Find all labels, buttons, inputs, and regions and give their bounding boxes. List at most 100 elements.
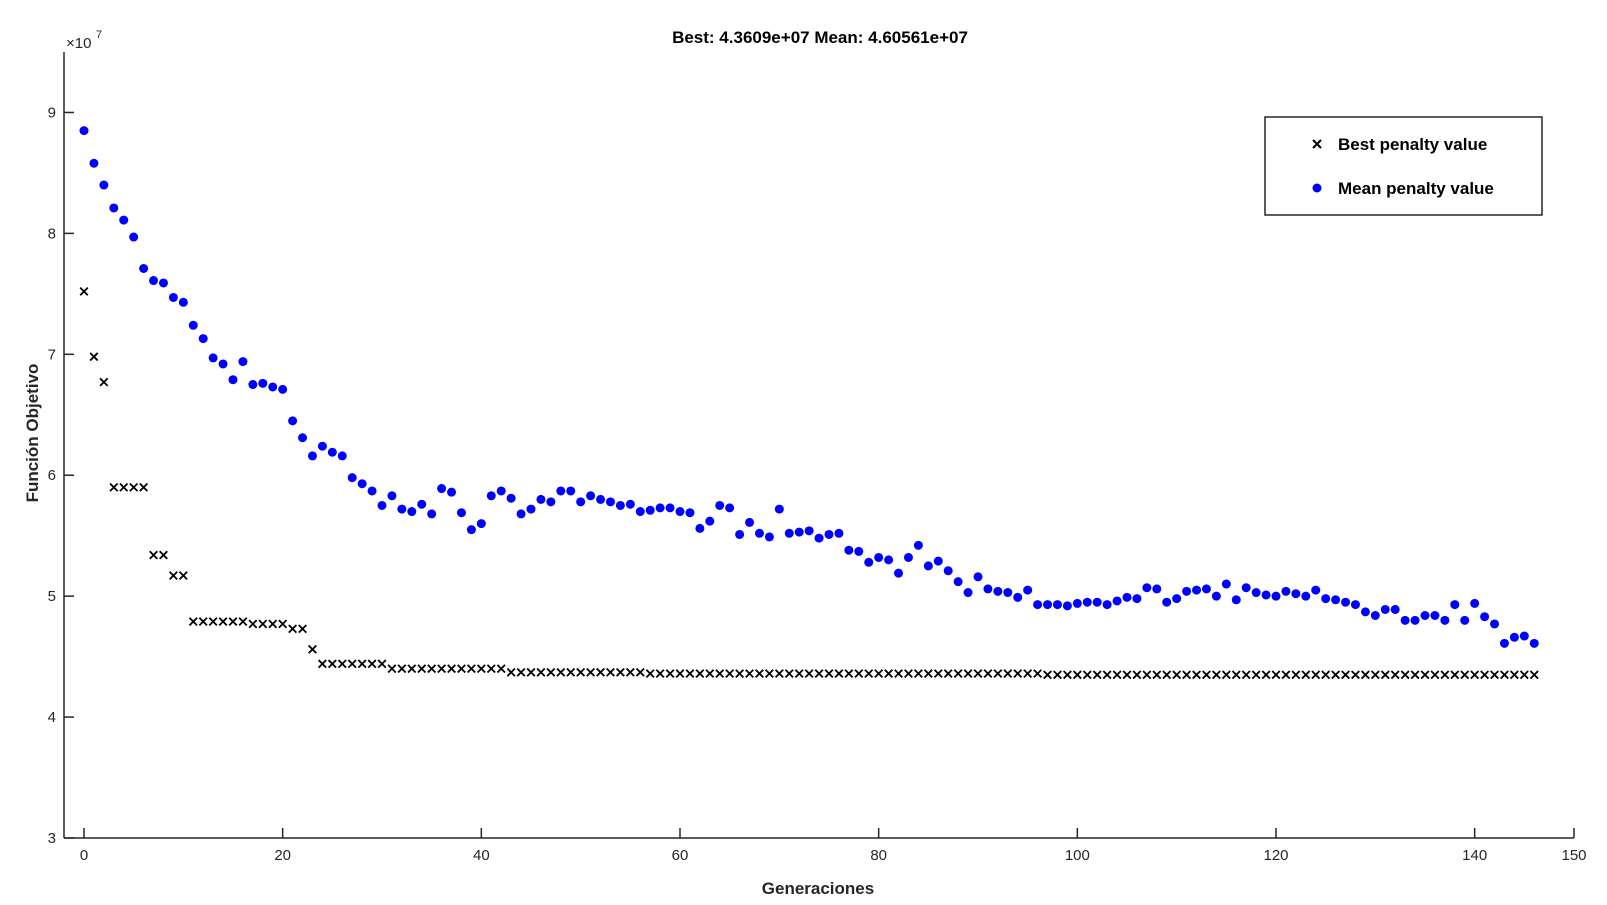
best-point <box>854 669 864 678</box>
mean-point <box>625 499 635 509</box>
best-point <box>1132 670 1142 680</box>
best-point <box>1311 670 1321 680</box>
best-point <box>1122 670 1132 680</box>
best-point <box>804 669 814 678</box>
best-point <box>794 669 804 678</box>
mean-point <box>1321 594 1331 604</box>
best-point <box>685 669 695 678</box>
mean-point <box>605 497 615 507</box>
best-point <box>844 669 854 678</box>
best-point <box>526 667 536 677</box>
best-point <box>516 667 526 677</box>
mean-point <box>218 359 228 369</box>
best-point <box>1162 670 1172 680</box>
best-point <box>923 669 933 678</box>
mean-point <box>1291 589 1301 599</box>
best-point <box>576 667 586 677</box>
mean-point <box>109 203 119 213</box>
mean-point <box>1390 604 1400 614</box>
mean-point <box>695 523 705 533</box>
best-point <box>447 664 456 674</box>
best-point <box>665 669 675 678</box>
mean-point <box>307 451 317 461</box>
mean-point <box>675 507 685 517</box>
mean-point <box>1440 615 1450 625</box>
mean-point <box>1052 600 1062 610</box>
best-point <box>159 550 168 560</box>
mean-point <box>168 292 178 302</box>
best-point <box>407 664 417 674</box>
mean-point <box>1380 604 1390 614</box>
mean-point <box>1301 591 1311 601</box>
mean-point <box>943 566 953 576</box>
best-point <box>1301 670 1311 680</box>
best-point <box>1351 670 1360 680</box>
best-point <box>377 659 387 669</box>
best-point <box>1331 670 1341 680</box>
best-point <box>834 669 844 678</box>
mean-point <box>794 527 804 537</box>
mean-point <box>427 509 437 519</box>
mean-point <box>278 384 288 394</box>
best-point <box>337 659 347 669</box>
best-point <box>427 664 437 674</box>
best-point <box>1152 670 1162 680</box>
best-point <box>1410 670 1420 680</box>
best-point <box>606 667 615 677</box>
best-point <box>278 619 288 629</box>
mean-point <box>407 507 417 517</box>
mean-point <box>715 500 725 510</box>
y-tick-label: 8 <box>48 225 56 242</box>
best-point <box>238 617 248 626</box>
best-point <box>139 482 149 492</box>
best-point <box>705 669 715 678</box>
best-point <box>1013 669 1023 678</box>
mean-point <box>119 215 129 225</box>
mean-point <box>1450 600 1460 610</box>
mean-point <box>198 334 208 344</box>
best-point <box>1271 670 1281 680</box>
mean-point <box>963 588 973 598</box>
mean-point <box>1162 597 1172 607</box>
mean-point <box>526 504 536 514</box>
y-axis-ticks: 3 4 5 6 7 8 9 <box>48 104 74 847</box>
best-point <box>1062 670 1072 680</box>
mean-point <box>1271 591 1281 601</box>
best-point <box>1033 669 1043 678</box>
mean-point <box>317 441 327 451</box>
x-tick-label: 120 <box>1263 847 1288 864</box>
best-point <box>1450 670 1460 680</box>
best-point <box>218 617 228 626</box>
mean-point <box>1221 579 1231 589</box>
best-point <box>566 667 576 677</box>
axes <box>63 52 1574 839</box>
mean-point <box>804 526 814 536</box>
best-point <box>715 669 725 678</box>
mean-point <box>1211 591 1221 601</box>
best-point <box>1500 670 1509 680</box>
best-point <box>1172 670 1182 680</box>
mean-point <box>1172 594 1182 604</box>
mean-point <box>89 158 99 168</box>
mean-point <box>665 503 675 513</box>
best-point <box>99 377 109 387</box>
best-point <box>1490 670 1499 680</box>
mean-point <box>844 545 854 555</box>
mean-point <box>158 278 168 288</box>
mean-point <box>258 378 268 388</box>
y-exponent-power: 7 <box>96 29 102 41</box>
best-point <box>1480 670 1490 680</box>
best-point <box>1142 670 1152 680</box>
mean-point <box>566 486 576 496</box>
mean-point <box>1261 590 1271 600</box>
best-point <box>536 667 546 677</box>
best-point <box>149 550 158 560</box>
mean-point <box>337 451 347 461</box>
x-tick-label: 20 <box>274 847 291 864</box>
mean-point <box>1529 638 1539 648</box>
mean-point <box>546 497 556 507</box>
best-point <box>119 482 129 492</box>
mean-point <box>1082 597 1092 607</box>
y-tick-label: 4 <box>48 709 56 726</box>
mean-point <box>824 529 834 539</box>
